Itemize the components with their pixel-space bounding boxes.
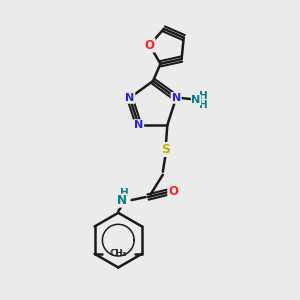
Text: H: H (199, 91, 207, 101)
Text: CH₃: CH₃ (110, 249, 126, 258)
Text: N: N (117, 194, 127, 207)
Text: O: O (145, 39, 154, 52)
Text: H: H (199, 100, 207, 110)
Text: O: O (168, 185, 178, 198)
Text: H: H (120, 188, 129, 199)
Text: CH₃: CH₃ (110, 249, 127, 258)
Text: N: N (191, 95, 201, 105)
Text: S: S (161, 143, 170, 156)
Text: N: N (134, 120, 143, 130)
Text: N: N (172, 93, 181, 103)
Text: N: N (125, 93, 134, 103)
